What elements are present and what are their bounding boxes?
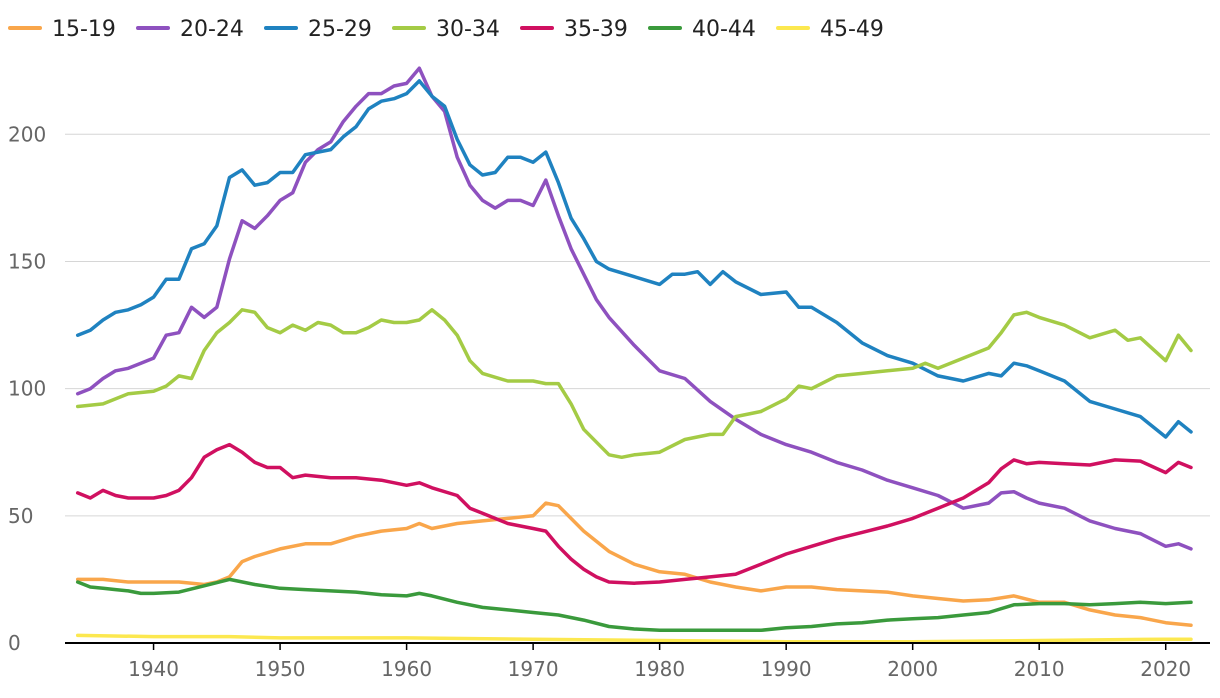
legend-label: 30-34 <box>436 17 500 42</box>
x-tick-label: 2020 <box>1140 657 1191 681</box>
y-tick-label: 100 <box>8 377 46 401</box>
series-line-45-49 <box>75 633 1193 644</box>
x-tick-label: 1990 <box>761 657 812 681</box>
legend-label: 20-24 <box>180 17 244 42</box>
y-gridlines <box>65 133 1210 517</box>
x-tick-label: 1940 <box>128 657 179 681</box>
series-line-40-44 <box>75 577 1193 633</box>
x-tick-label: 1950 <box>255 657 306 681</box>
legend-label: 45-49 <box>820 17 884 42</box>
legend-label: 15-19 <box>52 17 116 42</box>
x-tick-label: 2010 <box>1014 657 1065 681</box>
y-tick-label: 200 <box>8 122 46 146</box>
legend-label: 35-39 <box>564 17 628 42</box>
y-tick-label: 150 <box>8 249 46 273</box>
legend-item-35-39: 35-39 <box>520 17 628 42</box>
legend-item-45-49: 45-49 <box>776 17 884 42</box>
y-tick-label: 50 <box>8 504 33 528</box>
series-line-30-34 <box>75 308 1193 460</box>
legend: 15-19 20-24 25-29 30-34 35-39 40-44 45-49 <box>8 17 884 42</box>
x-tick-label: 1970 <box>508 657 559 681</box>
legend-label: 40-44 <box>692 17 756 42</box>
x-tick-label: 1980 <box>634 657 685 681</box>
series-line-20-24 <box>75 66 1193 551</box>
y-axis: 0 50 100 150 200 <box>8 122 46 655</box>
series-line-15-19 <box>75 501 1193 627</box>
series-lines <box>75 66 1193 644</box>
x-tick-label: 2000 <box>887 657 938 681</box>
x-axis: 1940 1950 1960 1970 1980 1990 2000 2010 2020 <box>65 642 1210 681</box>
legend-item-20-24: 20-24 <box>136 17 244 42</box>
series-line-35-39 <box>75 442 1193 585</box>
x-tick-label: 1960 <box>381 657 432 681</box>
legend-item-25-29: 25-29 <box>264 17 372 42</box>
legend-item-40-44: 40-44 <box>648 17 756 42</box>
series-line-25-29 <box>75 79 1193 439</box>
legend-item-30-34: 30-34 <box>392 17 500 42</box>
legend-item-15-19: 15-19 <box>8 17 116 42</box>
legend-label: 25-29 <box>308 17 372 42</box>
y-tick-label: 0 <box>8 631 21 655</box>
